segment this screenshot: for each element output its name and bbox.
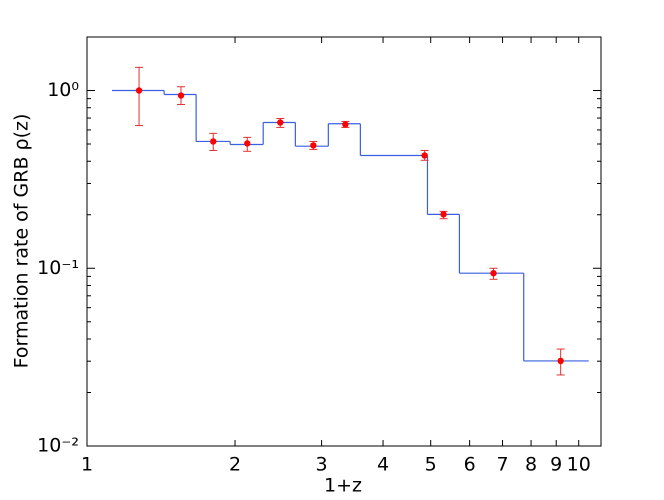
data-point	[310, 142, 317, 149]
y-tick-label: 10⁰	[47, 79, 79, 101]
data-point	[277, 119, 284, 126]
x-tick-label: 2	[229, 454, 241, 476]
y-axis-label: Formation rate of GRB ρ(z)	[11, 114, 33, 369]
data-point	[557, 357, 564, 365]
x-tick-label: 1	[81, 454, 93, 476]
x-tick-label: 8	[525, 454, 537, 476]
x-axis-label: 1+z	[324, 475, 362, 497]
plot-frame	[86, 36, 602, 447]
data-point	[244, 140, 251, 147]
data-point	[490, 269, 497, 277]
y-tick-label: 10⁻¹	[37, 257, 79, 279]
data-point	[135, 87, 143, 94]
data-point	[210, 138, 217, 145]
y-tick-label: 10⁻²	[37, 435, 79, 457]
x-tick-label: 3	[316, 454, 328, 476]
data-point	[440, 211, 447, 218]
x-tick-label: 10	[567, 454, 591, 476]
data-point	[177, 92, 185, 99]
data-point	[421, 152, 428, 159]
data-point	[342, 121, 349, 128]
x-tick-label: 6	[464, 454, 476, 476]
x-tick-label: 7	[496, 454, 508, 476]
x-tick-label: 4	[377, 454, 389, 476]
x-tick-label: 9	[550, 454, 562, 476]
x-tick-label: 5	[425, 454, 437, 476]
